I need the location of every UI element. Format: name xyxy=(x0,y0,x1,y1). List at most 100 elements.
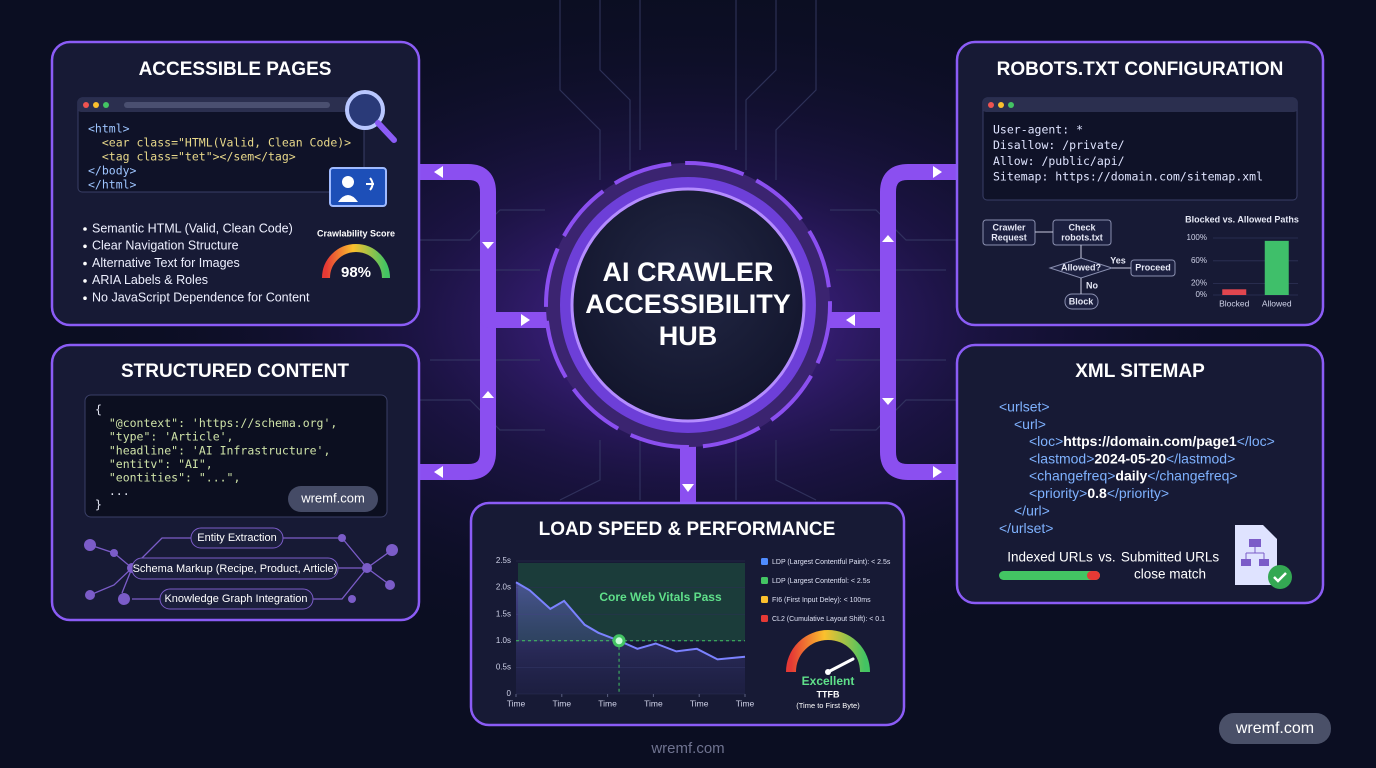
x-tick-label: Time xyxy=(690,698,709,708)
xml-value: https://domain.com/page1 xyxy=(1063,433,1237,449)
xml-entry: <priority>0.8</priority> xyxy=(1029,485,1169,501)
compare-text: Indexed URLs xyxy=(1007,550,1093,565)
xml-value: 2024-05-20 xyxy=(1094,450,1166,466)
x-tick-label: Allowed xyxy=(1262,298,1292,308)
legend-text: LDP (Largest Contentfol: < 2.5s xyxy=(772,578,871,585)
code-line: User-agent: * xyxy=(993,123,1083,137)
xml-value: 0.8 xyxy=(1087,485,1107,501)
panel-accessible-pages: ACCESSIBLE PAGES <html> <ear class="HTML(… xyxy=(50,40,421,327)
panel-performance: LOAD SPEED & PERFORMANCE 0 0.5s 1.0s 1.5s 2.0… xyxy=(469,501,906,727)
code-line: Sitemap: https://domain.com/sitemap.xml xyxy=(993,170,1263,184)
code-line: "entitv": "AI", xyxy=(95,457,213,471)
watermark-badge: wremf.com xyxy=(1235,720,1314,737)
area xyxy=(516,582,745,694)
bullet-dot xyxy=(83,279,87,283)
bullet-dot xyxy=(83,227,87,231)
y-tick-label: 0.5s xyxy=(496,663,511,672)
hub xyxy=(544,161,832,449)
x-tick-label: Time xyxy=(507,698,526,708)
y-tick-label: 2.5s xyxy=(496,556,511,565)
panel-sitemap: XML SITEMAP <urlset><url><loc>https://dom… xyxy=(955,343,1325,605)
xml-tag: </changefreq> xyxy=(1147,467,1237,483)
y-tick-label: 60% xyxy=(1191,256,1207,265)
footer: wremf.com wremf.com xyxy=(650,713,1331,757)
flow-label: robots.txt xyxy=(1061,232,1103,242)
code-line: Allow: /public/api/ xyxy=(993,154,1125,168)
legend-swatch xyxy=(761,596,768,603)
xml-tag: <changefreq> xyxy=(1029,467,1115,483)
gauge-metric: TTFB xyxy=(817,689,840,699)
graph-node-label: Entity Extraction xyxy=(197,532,276,544)
code-line: { xyxy=(95,403,102,417)
y-tick-label: 1.0s xyxy=(496,636,511,645)
gauge-description: (Time to First Byte) xyxy=(796,701,860,710)
highlight-point xyxy=(612,634,626,648)
xml-tag: </lastmod> xyxy=(1166,450,1235,466)
legend-swatch xyxy=(761,577,768,584)
y-tick-label: 1.5s xyxy=(496,609,511,618)
x-tick-label: Time xyxy=(598,698,617,708)
legend-swatch xyxy=(761,615,768,622)
y-tick-label: 0 xyxy=(507,689,512,698)
threshold-label: Core Web Vitals Pass xyxy=(599,590,722,604)
x-tick-label: Time xyxy=(553,698,572,708)
bullet-text: Clear Navigation Structure xyxy=(92,239,239,253)
xml-tag: <loc> xyxy=(1029,433,1063,449)
xml-value: daily xyxy=(1115,467,1147,483)
y-tick-label: 0% xyxy=(1195,290,1207,299)
panel-title: STRUCTURED CONTENT xyxy=(121,361,349,382)
panel-robots: ROBOTS.TXT CONFIGURATION User-agent: *Dis… xyxy=(955,40,1325,327)
code-line: Disallow: /private/ xyxy=(993,138,1125,152)
compare-note: close match xyxy=(1134,567,1206,582)
compare-text: vs. xyxy=(1098,550,1115,565)
xml-tag: </priority> xyxy=(1107,485,1169,501)
code-line: "type": 'Article', xyxy=(95,430,233,444)
compare-text: Submitted URLs xyxy=(1121,550,1220,565)
badge-text: wremf.com xyxy=(300,490,365,505)
connector-arrows xyxy=(434,166,942,492)
bar xyxy=(1264,240,1289,295)
chart-title: Blocked vs. Allowed Paths xyxy=(1185,214,1299,224)
code-line: <html> xyxy=(88,122,130,136)
graph-node-label: Knowledge Graph Integration xyxy=(164,593,307,605)
panel-title: ACCESSIBLE PAGES xyxy=(139,59,332,80)
bullet-text: ARIA Labels & Roles xyxy=(92,273,208,287)
xml-tag: <url> xyxy=(1014,416,1046,432)
code-line: <tag class="tet"></sem</tag> xyxy=(88,150,296,164)
y-tick-label: 100% xyxy=(1187,233,1207,242)
code-line: } xyxy=(95,498,102,512)
code-line: </html> xyxy=(88,178,137,192)
bar xyxy=(1222,289,1247,295)
score-title: Crawlability Score xyxy=(317,228,395,238)
flow-label: Request xyxy=(991,232,1027,242)
flow-label: Crawler xyxy=(992,222,1026,232)
flow-label: Allowed? xyxy=(1061,262,1101,272)
panel-title: XML SITEMAP xyxy=(1075,361,1205,382)
panel-structured-content: STRUCTURED CONTENT { "@context": 'https:/… xyxy=(50,343,421,622)
flow-label: Check xyxy=(1068,222,1096,232)
xml-tag: <urlset> xyxy=(999,399,1050,415)
legend-text: LDP (Largest Contentful Paint): < 2.5s xyxy=(772,559,891,566)
bullet-text: Semantic HTML (Valid, Clean Code) xyxy=(92,221,293,235)
y-tick-label: 2.0s xyxy=(496,583,511,592)
code-line: "headline": 'AI Infrastructure', xyxy=(95,443,330,457)
x-tick-label: Blocked xyxy=(1219,298,1250,308)
code-line: ... xyxy=(95,484,130,498)
xml-entry: <loc>https://domain.com/page1</loc> xyxy=(1029,433,1275,449)
x-tick-label: Time xyxy=(644,698,663,708)
legend-text: CL2 (Cumulative Layout Shift): < 0.1 xyxy=(772,616,885,623)
x-tick-label: Time xyxy=(736,698,755,708)
hub-title-line: ACCESSIBILITY xyxy=(585,289,791,319)
xml-tag: <lastmod> xyxy=(1029,450,1094,466)
xml-tag: </url> xyxy=(1014,503,1050,519)
watermark: wremf.com xyxy=(650,740,724,757)
panel-title: LOAD SPEED & PERFORMANCE xyxy=(539,519,836,540)
hub-title-line: AI CRAWLER xyxy=(603,257,774,287)
xml-entry: <changefreq>daily</changefreq> xyxy=(1029,467,1238,483)
flow-label: Proceed xyxy=(1135,262,1171,272)
xml-tag: <priority> xyxy=(1029,485,1087,501)
flow-label: Yes xyxy=(1110,255,1126,265)
xml-entry: <lastmod>2024-05-20</lastmod> xyxy=(1029,450,1235,466)
